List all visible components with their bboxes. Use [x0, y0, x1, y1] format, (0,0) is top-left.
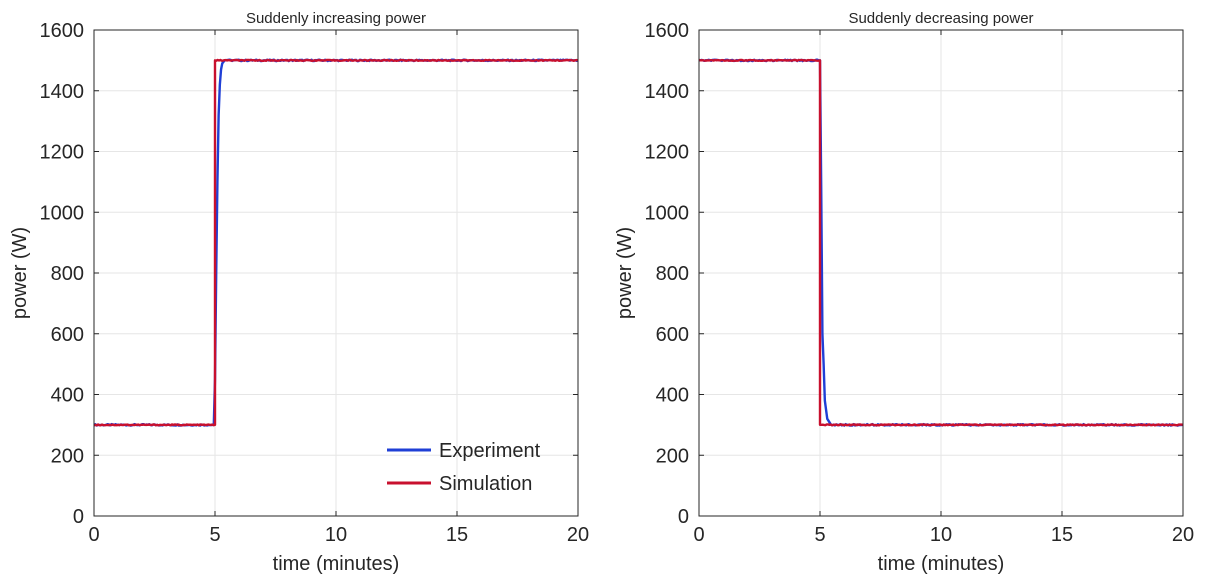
- y-axis-label: power (W): [614, 227, 636, 319]
- y-tick-label: 1600: [40, 20, 85, 42]
- series-line-simulation: [699, 58, 1183, 427]
- series-line-simulation: [94, 58, 578, 427]
- x-tick-label: 15: [446, 524, 468, 546]
- legend: Experiment Simulation: [387, 440, 541, 495]
- x-tick-label: 0: [693, 524, 704, 546]
- y-tick-label: 800: [51, 263, 84, 285]
- y-tick-label: 1000: [40, 202, 85, 224]
- y-tick-label: 200: [656, 445, 689, 467]
- y-tick-label: 1000: [645, 202, 690, 224]
- legend-label-experiment: Experiment: [439, 440, 541, 462]
- x-tick-label: 10: [930, 524, 952, 546]
- y-tick-label: 1400: [40, 81, 85, 103]
- y-tick-label: 800: [656, 263, 689, 285]
- y-tick-label: 600: [51, 324, 84, 346]
- x-axis-label: time (minutes): [878, 553, 1005, 575]
- x-axis-label: time (minutes): [273, 553, 400, 575]
- chart-panel-1: 0 5 10 15 2002004006008001000120014001600Sud…: [9, 10, 589, 575]
- chart-title: Suddenly increasing power: [246, 10, 426, 27]
- x-tick-label: 0: [88, 524, 99, 546]
- x-tick-label: 5: [814, 524, 825, 546]
- x-tick-label: 20: [567, 524, 589, 546]
- x-tick-label: 10: [325, 524, 347, 546]
- y-tick-label: 1200: [645, 142, 690, 164]
- y-tick-label: 200: [51, 445, 84, 467]
- y-tick-label: 400: [51, 385, 84, 407]
- y-tick-label: 1400: [645, 81, 690, 103]
- y-tick-label: 400: [656, 385, 689, 407]
- y-axis-label: power (W): [9, 227, 31, 319]
- y-tick-label: 0: [73, 506, 84, 528]
- y-tick-label: 0: [678, 506, 689, 528]
- y-tick-label: 600: [656, 324, 689, 346]
- chart-panel-2: 0 5 10 15 2002004006008001000120014001600Sud…: [614, 10, 1194, 575]
- x-tick-label: 20: [1172, 524, 1194, 546]
- x-tick-label: 15: [1051, 524, 1073, 546]
- y-tick-label: 1600: [645, 20, 690, 42]
- x-tick-label: 5: [209, 524, 220, 546]
- legend-label-simulation: Simulation: [439, 473, 532, 495]
- y-tick-label: 1200: [40, 142, 85, 164]
- chart-title: Suddenly decreasing power: [848, 10, 1033, 27]
